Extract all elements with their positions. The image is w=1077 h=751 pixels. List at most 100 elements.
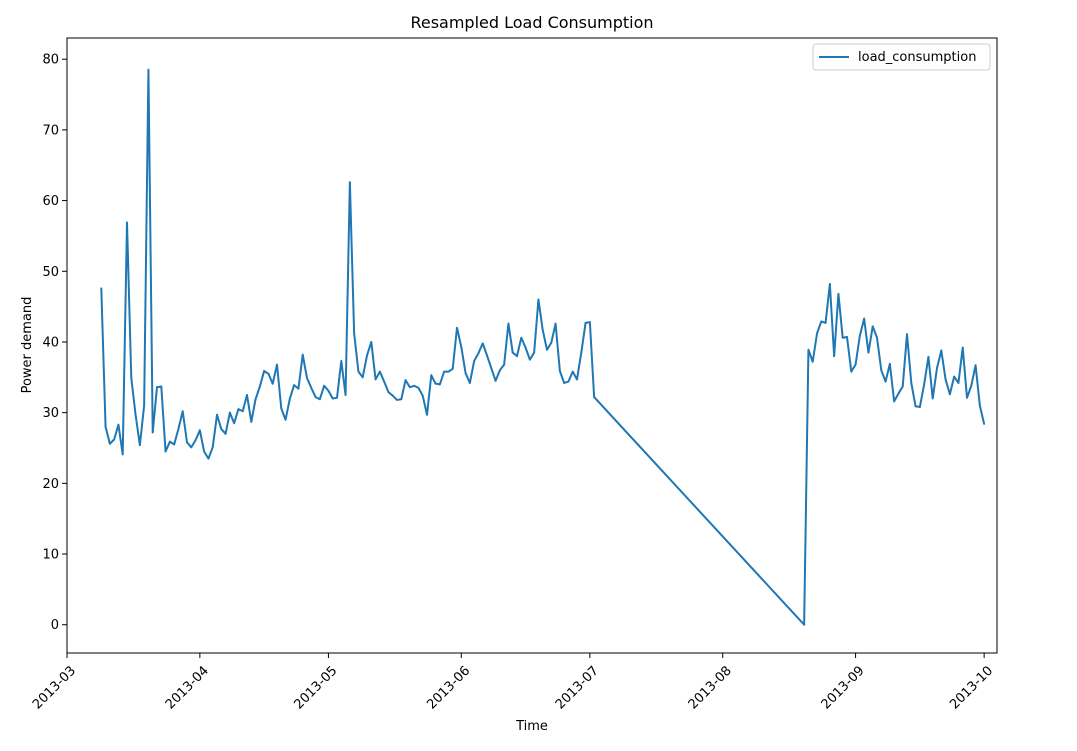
data-point — [164, 450, 167, 453]
data-point — [113, 438, 116, 441]
data-point — [481, 342, 484, 345]
data-point — [198, 429, 201, 432]
data-point — [233, 422, 236, 425]
data-point — [507, 322, 510, 325]
data-point — [181, 410, 184, 413]
data-point — [567, 380, 570, 383]
data-point — [828, 283, 831, 285]
data-point — [537, 298, 540, 301]
data-point — [460, 346, 463, 348]
data-point — [430, 374, 433, 377]
data-point — [168, 440, 171, 443]
y-axis: 0 10 20 30 40 50 60 70 80 — [42, 53, 67, 633]
data-point — [494, 379, 497, 382]
data-point — [871, 325, 874, 328]
data-point — [400, 398, 403, 401]
data-point — [177, 428, 180, 430]
data-point — [473, 360, 476, 362]
data-point — [220, 428, 223, 430]
legend-label: load_consumption — [858, 50, 976, 65]
data-point — [173, 443, 176, 446]
data-point — [370, 341, 373, 343]
legend: load_consumption — [812, 43, 991, 71]
data-point — [820, 320, 823, 323]
data-point — [957, 382, 960, 384]
data-point — [121, 453, 124, 456]
data-point — [396, 399, 398, 401]
data-point — [914, 405, 917, 408]
data-point — [438, 383, 441, 386]
data-point — [348, 181, 351, 184]
data-point — [117, 423, 120, 426]
data-point — [426, 413, 428, 416]
data-point — [357, 370, 360, 373]
data-point — [983, 423, 986, 425]
data-point — [151, 431, 154, 434]
data-point — [486, 354, 488, 357]
data-point — [421, 394, 424, 397]
data-point — [408, 386, 411, 389]
data-point — [846, 336, 848, 338]
data-point — [258, 385, 261, 388]
data-point — [811, 360, 814, 363]
x-axis-label: Time — [515, 719, 548, 734]
data-point — [880, 369, 883, 372]
data-point — [404, 379, 407, 382]
y-tick-label: 20 — [42, 477, 59, 492]
data-point — [340, 360, 343, 362]
data-point — [207, 457, 210, 460]
data-point — [966, 396, 968, 399]
data-point — [824, 321, 827, 324]
data-point — [533, 351, 536, 354]
data-point — [323, 384, 326, 387]
data-point — [970, 384, 973, 387]
data-point — [280, 407, 283, 410]
data-point — [413, 384, 416, 387]
legend-box — [812, 43, 991, 71]
data-point — [927, 355, 930, 358]
data-point — [147, 68, 150, 71]
data-point — [211, 446, 214, 449]
data-point — [974, 364, 977, 367]
data-point — [524, 346, 527, 349]
data-point — [833, 355, 836, 357]
data-point — [490, 367, 493, 370]
data-point — [126, 221, 128, 224]
data-point — [366, 354, 368, 357]
data-point — [867, 351, 870, 354]
data-point — [584, 321, 587, 324]
data-point — [130, 377, 133, 379]
data-point — [541, 329, 544, 331]
data-point — [503, 363, 506, 366]
data-point — [580, 351, 583, 354]
data-point — [353, 332, 356, 335]
data-point — [498, 369, 501, 372]
data-point — [897, 392, 900, 395]
data-point — [516, 355, 518, 357]
data-point — [837, 293, 840, 295]
data-point — [293, 384, 296, 386]
data-point — [267, 372, 270, 375]
data-point — [443, 370, 446, 373]
data-point — [576, 378, 578, 381]
data-point — [108, 442, 111, 445]
series-layer — [100, 68, 986, 626]
data-point — [451, 367, 454, 370]
data-point — [391, 394, 394, 397]
data-point — [923, 383, 926, 386]
data-point — [854, 363, 857, 366]
data-point — [477, 352, 480, 355]
data-point — [186, 441, 188, 444]
data-point — [100, 287, 103, 290]
data-point — [263, 370, 266, 372]
data-point — [383, 380, 386, 383]
data-point — [327, 389, 330, 392]
data-point — [237, 408, 240, 411]
data-point — [374, 378, 377, 381]
data-point — [940, 349, 943, 352]
data-point — [284, 418, 287, 421]
data-point — [961, 346, 964, 349]
data-point — [271, 382, 274, 385]
data-point — [224, 432, 227, 435]
